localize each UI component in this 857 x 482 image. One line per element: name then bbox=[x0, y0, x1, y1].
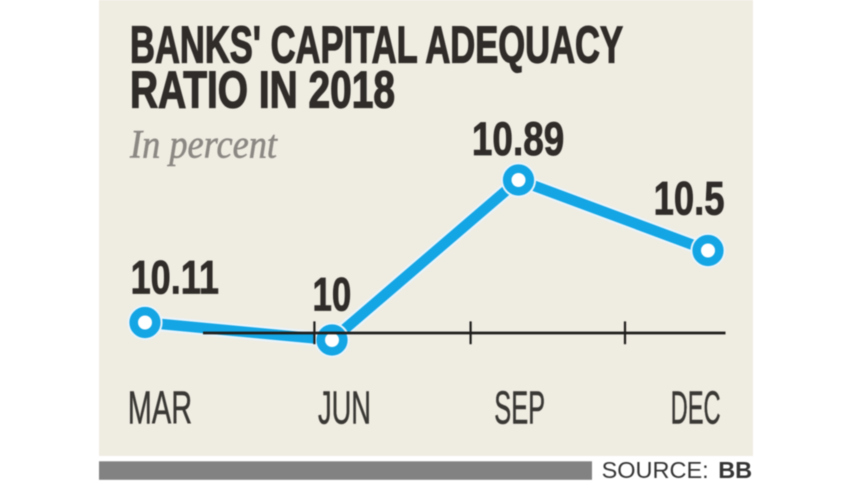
svg-text:JUN: JUN bbox=[318, 381, 371, 433]
svg-text:10.5: 10.5 bbox=[654, 172, 725, 225]
svg-text:10.11: 10.11 bbox=[131, 252, 219, 305]
svg-text:10: 10 bbox=[313, 269, 352, 322]
svg-text:BANKS' CAPITAL ADEQUACY: BANKS' CAPITAL ADEQUACY bbox=[130, 15, 623, 73]
svg-text:SOURCE:: SOURCE: bbox=[602, 457, 709, 482]
svg-text:RATIO IN 2018: RATIO IN 2018 bbox=[130, 61, 395, 119]
svg-text:10.89: 10.89 bbox=[472, 113, 564, 166]
svg-text:BB: BB bbox=[718, 457, 752, 482]
svg-text:MAR: MAR bbox=[128, 381, 192, 433]
svg-text:SEP: SEP bbox=[494, 381, 545, 433]
svg-text:DEC: DEC bbox=[671, 381, 721, 433]
svg-text:In percent: In percent bbox=[129, 121, 278, 166]
